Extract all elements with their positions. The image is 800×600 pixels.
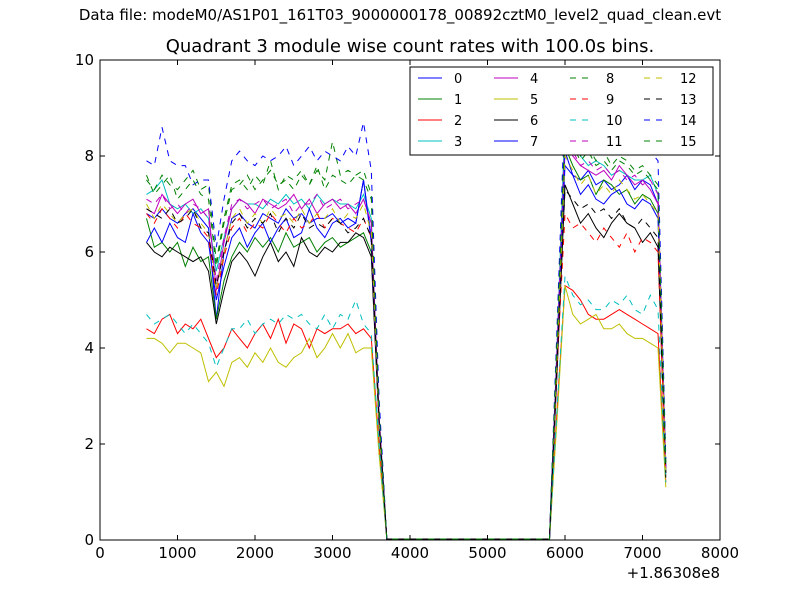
legend-label-11: 11 [606, 135, 623, 150]
y-tick-label: 4 [84, 339, 94, 357]
x-tick-label: 2000 [236, 544, 274, 562]
legend-label-12: 12 [680, 72, 697, 87]
series-line-14 [146, 96, 667, 540]
series-line-9 [146, 207, 667, 540]
legend-label-14: 14 [680, 114, 697, 129]
legend-label-0: 0 [454, 72, 462, 87]
y-tick-label: 6 [84, 243, 94, 261]
y-tick-label: 2 [84, 435, 94, 453]
x-tick-label: 7000 [623, 544, 661, 562]
y-tick-label: 0 [84, 531, 94, 549]
y-tick-label: 10 [75, 51, 94, 69]
legend-label-9: 9 [606, 93, 614, 108]
series-line-2 [146, 284, 667, 540]
legend-label-1: 1 [454, 93, 462, 108]
legend-label-3: 3 [454, 135, 462, 150]
series-line-15 [146, 130, 667, 540]
legend-label-10: 10 [606, 114, 623, 129]
series-layer [146, 96, 667, 540]
legend-label-5: 5 [530, 93, 538, 108]
legend-label-6: 6 [530, 114, 538, 129]
x-tick-label: 6000 [546, 544, 584, 562]
x-tick-label: 5000 [468, 544, 506, 562]
x-offset-label: +1.86308e8 [627, 564, 720, 582]
series-line-1 [146, 146, 667, 540]
legend-label-13: 13 [680, 93, 697, 108]
legend-label-2: 2 [454, 114, 462, 129]
series-line-13 [146, 188, 667, 540]
x-tick-label: 3000 [313, 544, 351, 562]
series-line-4 [146, 139, 667, 540]
y-tick-label: 8 [84, 147, 94, 165]
legend-label-7: 7 [530, 135, 538, 150]
data-file-title: Data file: modeM0/AS1P01_161T03_90000001… [78, 6, 722, 24]
chart-title: Quadrant 3 module wise count rates with … [165, 36, 655, 57]
legend-label-15: 15 [680, 135, 697, 150]
series-line-7 [146, 151, 667, 540]
series-line-6 [146, 184, 667, 540]
series-line-5 [146, 285, 667, 540]
x-tick-label: 4000 [391, 544, 429, 562]
series-line-12 [146, 154, 667, 540]
legend-label-4: 4 [530, 72, 538, 87]
x-tick-label: 8000 [701, 544, 739, 562]
legend-label-8: 8 [606, 72, 614, 87]
legend-frame [409, 66, 714, 156]
x-tick-label: 0 [95, 544, 105, 562]
x-tick-label: 1000 [158, 544, 196, 562]
